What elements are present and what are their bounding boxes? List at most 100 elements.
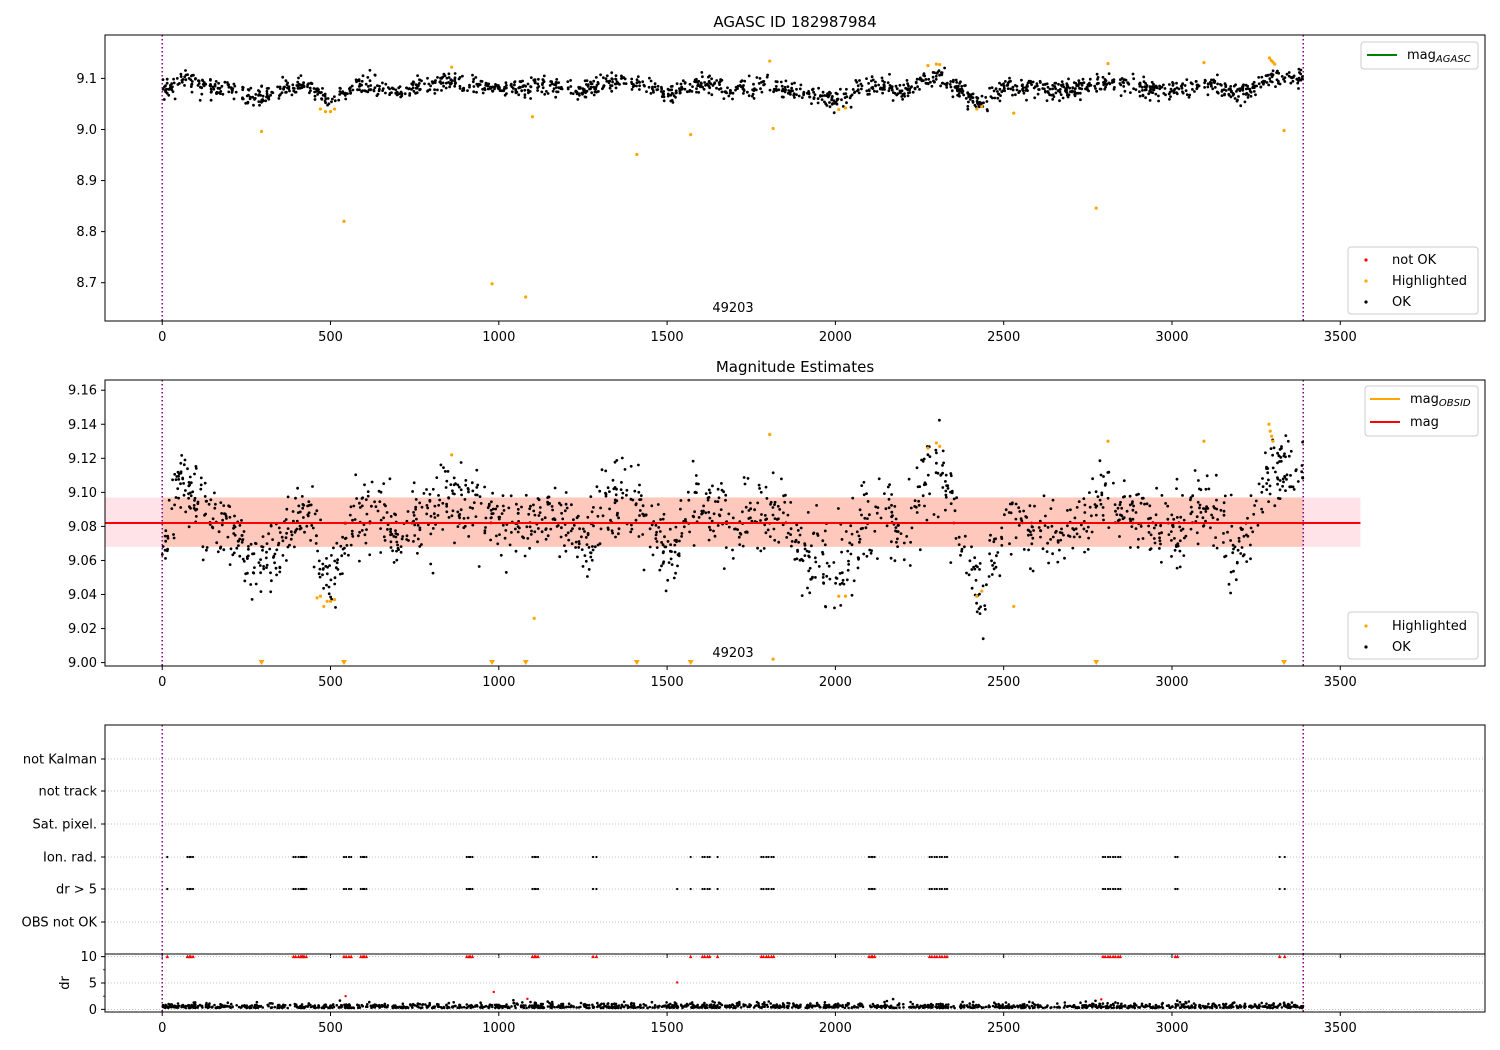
ok-point xyxy=(466,89,469,92)
ok-point xyxy=(224,512,227,516)
ok-point xyxy=(191,490,195,494)
ok-point xyxy=(631,498,635,502)
ok-point xyxy=(1191,88,1194,91)
ok-point xyxy=(460,493,463,497)
ok-point xyxy=(710,77,713,81)
y-tick-label: 9.12 xyxy=(68,452,97,467)
highlighted-point xyxy=(980,104,984,109)
ok-point xyxy=(691,85,694,88)
ok-point xyxy=(589,551,593,555)
dr-point xyxy=(859,1004,862,1008)
ok-point xyxy=(915,511,919,514)
ok-point xyxy=(856,89,859,93)
dr-point xyxy=(1238,1005,1241,1008)
ok-point xyxy=(799,526,803,530)
ok-point xyxy=(1122,78,1126,82)
ok-point xyxy=(620,481,623,484)
ok-point xyxy=(844,530,848,533)
ok-point xyxy=(523,96,527,99)
ok-point xyxy=(930,84,934,88)
ok-point xyxy=(203,481,207,485)
ok-point xyxy=(1196,542,1200,546)
ok-point xyxy=(412,481,416,485)
ok-point xyxy=(988,552,991,556)
ok-point xyxy=(1100,493,1104,497)
dr-flag xyxy=(873,887,876,891)
dr-point xyxy=(891,1006,895,1009)
ok-point xyxy=(656,84,660,88)
ok-point xyxy=(459,461,463,464)
ok-point xyxy=(707,538,711,542)
ok-point xyxy=(432,512,436,516)
ok-point xyxy=(1292,74,1296,78)
dr-point xyxy=(521,1001,524,1004)
ok-point xyxy=(803,542,807,546)
ok-point xyxy=(181,476,185,480)
dr-point xyxy=(664,1004,667,1007)
ok-point xyxy=(835,102,839,106)
ok-point xyxy=(1079,523,1083,527)
dr-point xyxy=(1131,1006,1134,1009)
ok-point xyxy=(1149,533,1153,537)
ok-point xyxy=(1204,510,1208,513)
ok-point xyxy=(1078,81,1082,85)
ok-point xyxy=(237,544,240,547)
dr-point xyxy=(1020,1006,1024,1010)
ok-point xyxy=(711,484,714,488)
ok-point xyxy=(695,482,698,486)
ok-point xyxy=(1276,477,1280,481)
magnitude-line-legend: magOBSID mag xyxy=(1364,385,1479,437)
ok-point xyxy=(1167,92,1171,96)
legend-ok-label: OK xyxy=(1392,640,1411,655)
dr-point xyxy=(164,1004,167,1008)
ok-point xyxy=(367,88,371,92)
ok-point xyxy=(475,493,479,497)
ok-point xyxy=(865,492,868,495)
ok-point xyxy=(341,90,345,94)
ok-point xyxy=(293,90,297,94)
ok-point xyxy=(437,494,440,497)
ok-point xyxy=(489,516,493,520)
ok-point xyxy=(464,479,468,482)
ok-point xyxy=(1182,554,1186,557)
ok-point xyxy=(1147,524,1150,528)
ok-point xyxy=(933,80,936,84)
ok-point xyxy=(807,569,811,573)
ok-point xyxy=(838,572,842,575)
ok-point xyxy=(741,544,745,548)
ok-point xyxy=(1007,80,1011,84)
ion-rad-flag xyxy=(297,855,300,859)
ok-point xyxy=(1073,93,1076,96)
ok-point xyxy=(471,73,474,77)
ok-point xyxy=(314,87,318,91)
ok-point xyxy=(1078,535,1082,539)
dr-point xyxy=(1178,1000,1182,1004)
ok-point xyxy=(780,89,784,93)
ok-point xyxy=(674,91,678,95)
ok-point xyxy=(1145,502,1149,506)
ok-point xyxy=(453,72,457,75)
dr-flag xyxy=(531,887,534,891)
ok-point xyxy=(251,95,255,99)
ok-point xyxy=(903,92,906,96)
ion-rad-flag xyxy=(770,855,773,859)
ok-point xyxy=(959,89,962,93)
ok-point xyxy=(1202,524,1206,527)
ion-rad-flag xyxy=(1117,855,1120,859)
ok-point xyxy=(611,531,614,535)
ok-point xyxy=(324,97,328,101)
ok-point xyxy=(736,84,740,88)
ok-point xyxy=(391,549,394,553)
ok-point xyxy=(280,535,284,539)
ok-point xyxy=(1003,513,1006,517)
ok-point xyxy=(751,94,754,98)
highlighted-offscale-marker xyxy=(522,660,529,665)
ok-point xyxy=(765,517,769,521)
ok-point xyxy=(425,512,429,516)
ok-point xyxy=(1169,530,1173,533)
ok-point xyxy=(322,586,325,590)
ok-point xyxy=(318,575,322,579)
dr-point xyxy=(313,1004,317,1007)
dr-point xyxy=(558,1006,562,1009)
ok-point xyxy=(389,530,392,534)
